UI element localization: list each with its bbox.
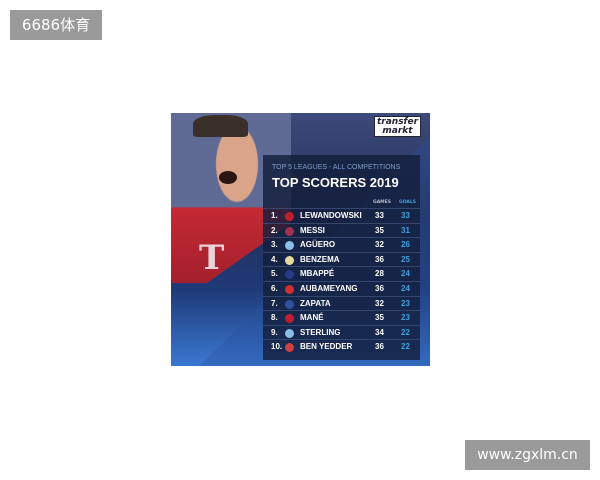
- club-crest-icon: [285, 270, 294, 280]
- goals: 23: [401, 313, 410, 323]
- goals: 22: [401, 342, 410, 352]
- games: 28: [375, 269, 384, 279]
- player-name: BENZEMA: [300, 254, 340, 264]
- subtitle: TOP 5 LEAGUES - ALL COMPETITIONS: [272, 164, 401, 171]
- club-crest-icon: [285, 328, 294, 338]
- goals-header: GOALS: [399, 200, 416, 205]
- games: 33: [375, 211, 384, 220]
- games: 35: [375, 313, 384, 323]
- club-crest-icon: [285, 299, 294, 309]
- transfermarkt-logo: transfer markt: [374, 116, 421, 137]
- games-header: GAMES: [373, 200, 391, 205]
- player-name: LEWANDOWSKI: [300, 211, 362, 220]
- table-row: 9. STERLING 34 22: [263, 324, 420, 340]
- player-name: BEN YEDDER: [300, 342, 353, 352]
- rank: 5.: [271, 269, 278, 279]
- club-crest-icon: [285, 212, 294, 221]
- player-name: MANÉ: [300, 313, 324, 323]
- club-crest-icon: [285, 241, 294, 251]
- goals: 22: [401, 327, 410, 337]
- player-name: ZAPATA: [300, 298, 331, 308]
- watermark-top-left: 6686体育: [10, 10, 102, 40]
- goals: 31: [401, 225, 410, 235]
- watermark-bottom-right: www.zgxlm.cn: [465, 440, 590, 470]
- club-crest-icon: [285, 284, 294, 294]
- rank: 2.: [271, 225, 278, 235]
- table-row: 10. BEN YEDDER 36 22: [263, 339, 420, 354]
- scorers-table: TOP 5 LEAGUES - ALL COMPETITIONS TOP SCO…: [263, 155, 420, 360]
- rank: 10.: [271, 342, 283, 352]
- rank: 3.: [271, 240, 278, 250]
- rank: 6.: [271, 283, 278, 293]
- goals: 33: [401, 211, 410, 220]
- rank: 7.: [271, 298, 278, 308]
- table-row: 8. MANÉ 35 23: [263, 310, 420, 325]
- player-name: AUBAMEYANG: [300, 283, 358, 293]
- rank: 8.: [271, 313, 278, 323]
- games: 35: [375, 225, 384, 235]
- player-name: AGÜERO: [300, 240, 336, 250]
- goals: 24: [401, 283, 410, 293]
- club-crest-icon: [285, 343, 294, 353]
- table-row: 6. AUBAMEYANG 36 24: [263, 280, 420, 296]
- games: 32: [375, 298, 384, 308]
- games: 36: [375, 283, 384, 293]
- goals: 25: [401, 254, 410, 264]
- rank: 4.: [271, 254, 278, 264]
- goals: 24: [401, 269, 410, 279]
- goals: 26: [401, 240, 410, 250]
- games: 36: [375, 254, 384, 264]
- rank: 9.: [271, 327, 278, 337]
- telekom-logo: T: [199, 238, 224, 278]
- games: 34: [375, 327, 384, 337]
- table-row: 3. AGÜERO 32 26: [263, 237, 420, 252]
- table-row: 1. LEWANDOWSKI 33 33: [263, 208, 420, 223]
- table-row: 5. MBAPPÉ 28 24: [263, 266, 420, 281]
- games: 36: [375, 342, 384, 352]
- club-crest-icon: [285, 255, 294, 265]
- table-row: 4. BENZEMA 36 25: [263, 251, 420, 267]
- player-name: MESSI: [300, 225, 325, 235]
- player-name: STERLING: [300, 327, 341, 337]
- games: 32: [375, 240, 384, 250]
- table-row: 7. ZAPATA 32 23: [263, 295, 420, 311]
- club-crest-icon: [285, 314, 294, 324]
- player-name: MBAPPÉ: [300, 269, 335, 279]
- club-crest-icon: [285, 226, 294, 236]
- goals: 23: [401, 298, 410, 308]
- table-row: 2. MESSI 35 31: [263, 222, 420, 238]
- rank: 1.: [271, 211, 278, 220]
- title: TOP SCORERS 2019: [272, 175, 399, 190]
